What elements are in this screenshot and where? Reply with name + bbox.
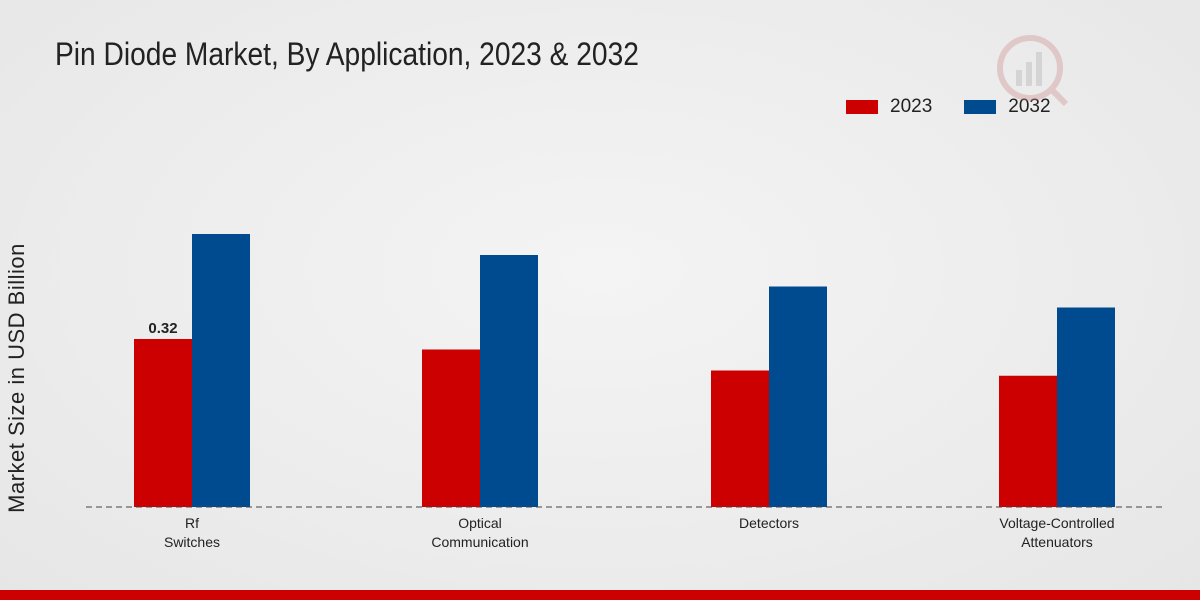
bar-2023-2 xyxy=(711,370,769,507)
bar-2023-0 xyxy=(134,339,192,507)
data-label-0: 0.32 xyxy=(148,320,177,337)
bar-2032-3 xyxy=(1057,307,1115,507)
bar-2032-0 xyxy=(192,234,250,507)
bar-2032-1 xyxy=(480,255,538,507)
legend-item-2023: 2023 xyxy=(846,96,932,118)
watermark-logo-icon xyxy=(997,35,1069,107)
legend-label-2032: 2032 xyxy=(1008,96,1051,117)
x-tick-label-1: Optical Communication xyxy=(431,515,528,550)
bar-2032-2 xyxy=(769,286,827,507)
x-tick-label-0: Rf Switches xyxy=(164,515,220,550)
legend-swatch-2023 xyxy=(846,100,878,114)
x-tick-label-2: Detectors xyxy=(739,515,799,531)
bar-2023-1 xyxy=(422,349,480,507)
footer-bar xyxy=(0,590,1200,600)
x-tick-label-3: Voltage-Controlled Attenuators xyxy=(999,515,1114,550)
bar-2023-3 xyxy=(999,375,1057,507)
legend-swatch-2032 xyxy=(964,100,997,114)
legend-item-2032: 2032 xyxy=(964,96,1051,118)
chart-title: Pin Diode Market, By Application, 2023 &… xyxy=(55,36,639,72)
legend: 2023 2032 xyxy=(846,96,1083,118)
legend-label-2023: 2023 xyxy=(890,96,933,117)
